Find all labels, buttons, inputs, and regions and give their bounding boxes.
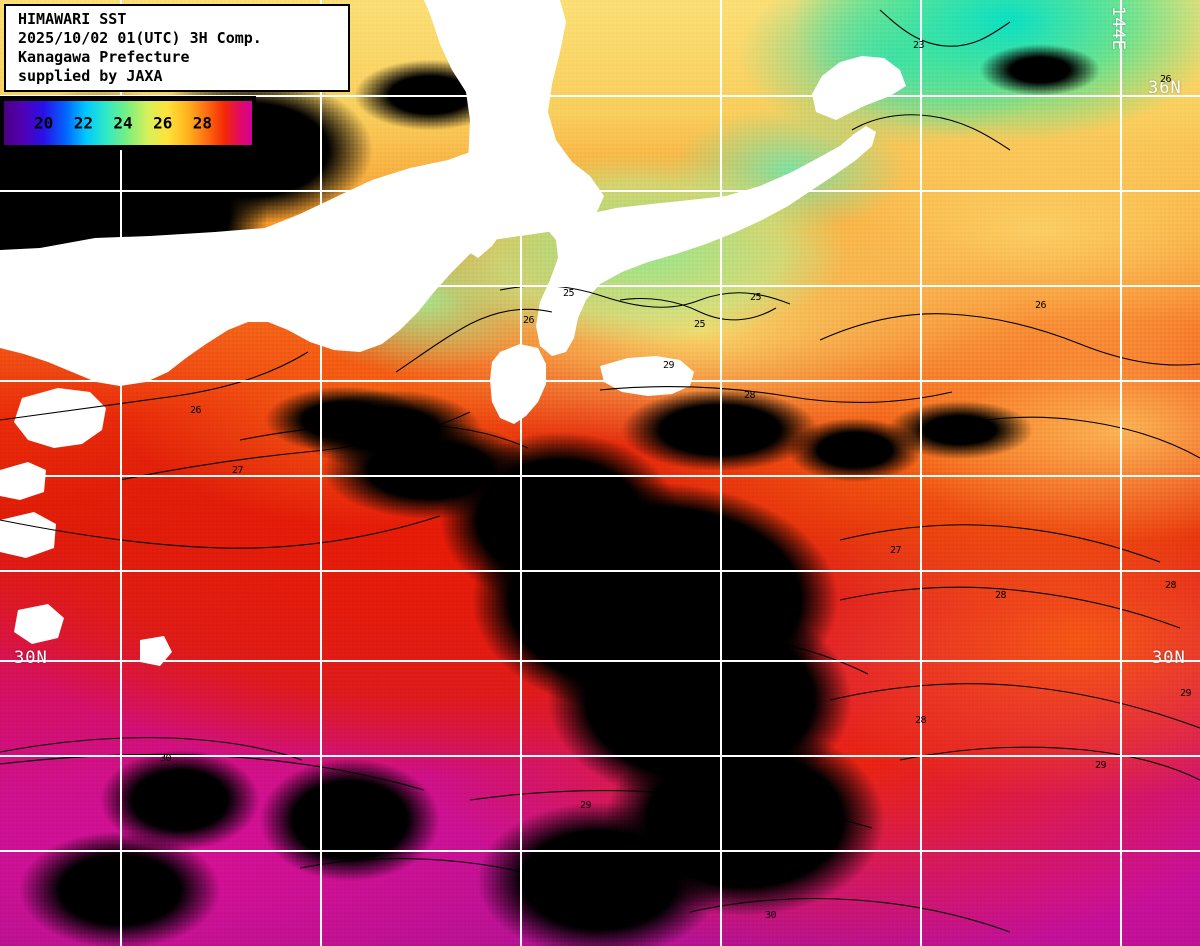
- contour-misc-d: [299, 858, 605, 901]
- contour-28c: [839, 586, 1181, 629]
- contour-25b: [395, 308, 553, 373]
- gridline-parallel-7: [0, 755, 1200, 757]
- colorbar-tick-26: 26: [153, 113, 173, 133]
- temperature-colorbar: 20 22 24 26 28: [0, 96, 256, 150]
- colorbar-tick-20: 20: [34, 113, 54, 133]
- gridline-parallel-6: [0, 660, 1200, 662]
- gridline-meridian-5: [1120, 0, 1122, 946]
- gridline-parallel-5: [0, 570, 1200, 572]
- small-island-c: [14, 604, 64, 644]
- contour-29c: [469, 790, 873, 829]
- contour-misc-b: [559, 630, 869, 675]
- china-korea-mainland: [0, 0, 604, 386]
- contour-25c: [619, 298, 777, 321]
- west-islands: [14, 388, 106, 448]
- contour-30b: [689, 897, 1011, 933]
- small-island-d: [140, 636, 172, 666]
- contour-24: [851, 114, 1011, 151]
- contour-26a: [0, 351, 309, 421]
- title-line-supplier: supplied by JAXA: [18, 67, 163, 85]
- kyushu-island: [490, 344, 546, 424]
- gridline-meridian-4: [920, 0, 922, 946]
- honshu-island: [536, 126, 876, 356]
- title-line-product: HIMAWARI SST: [18, 10, 127, 28]
- gridline-parallel-1: [0, 190, 1200, 192]
- contour-28b: [829, 683, 1200, 729]
- contour-28a: [0, 515, 441, 549]
- contour-27a: [119, 411, 471, 481]
- contour-29a: [0, 753, 425, 791]
- gridline-parallel-8: [0, 850, 1200, 852]
- small-island-a: [0, 462, 46, 500]
- korea-peninsula: [462, 120, 526, 258]
- contour-25a: [499, 285, 791, 308]
- gridline-parallel-4: [0, 475, 1200, 477]
- gridline-meridian-1: [320, 0, 322, 946]
- gridline-parallel-3: [0, 380, 1200, 382]
- colorbar-tick-24: 24: [113, 113, 133, 133]
- contour-misc-c: [931, 416, 1200, 459]
- title-line-agency: Kanagawa Prefecture: [18, 48, 190, 66]
- gridline-parallel-2: [0, 285, 1200, 287]
- contour-30a: [0, 737, 303, 761]
- gridline-parallel-0: [0, 95, 1200, 97]
- contour-26b: [819, 313, 1200, 366]
- contour-misc-a: [239, 423, 529, 449]
- contour-27b: [839, 524, 1161, 563]
- gridline-meridian-0: [120, 0, 122, 946]
- colorbar-tick-22: 22: [73, 113, 93, 133]
- contour-29b: [899, 746, 1200, 781]
- contour-23: [879, 9, 1011, 47]
- gridline-meridian-2: [520, 0, 522, 946]
- gridline-meridian-3: [720, 0, 722, 946]
- colorbar-gradient: 20 22 24 26 28: [4, 101, 252, 145]
- title-info-box: HIMAWARI SST 2025/10/02 01(UTC) 3H Comp.…: [4, 4, 350, 92]
- hokkaido-island: [812, 56, 906, 120]
- title-line-datetime: 2025/10/02 01(UTC) 3H Comp.: [18, 29, 262, 47]
- small-island-b: [0, 512, 56, 558]
- colorbar-tick-28: 28: [192, 113, 213, 133]
- contour-26c: [599, 386, 953, 403]
